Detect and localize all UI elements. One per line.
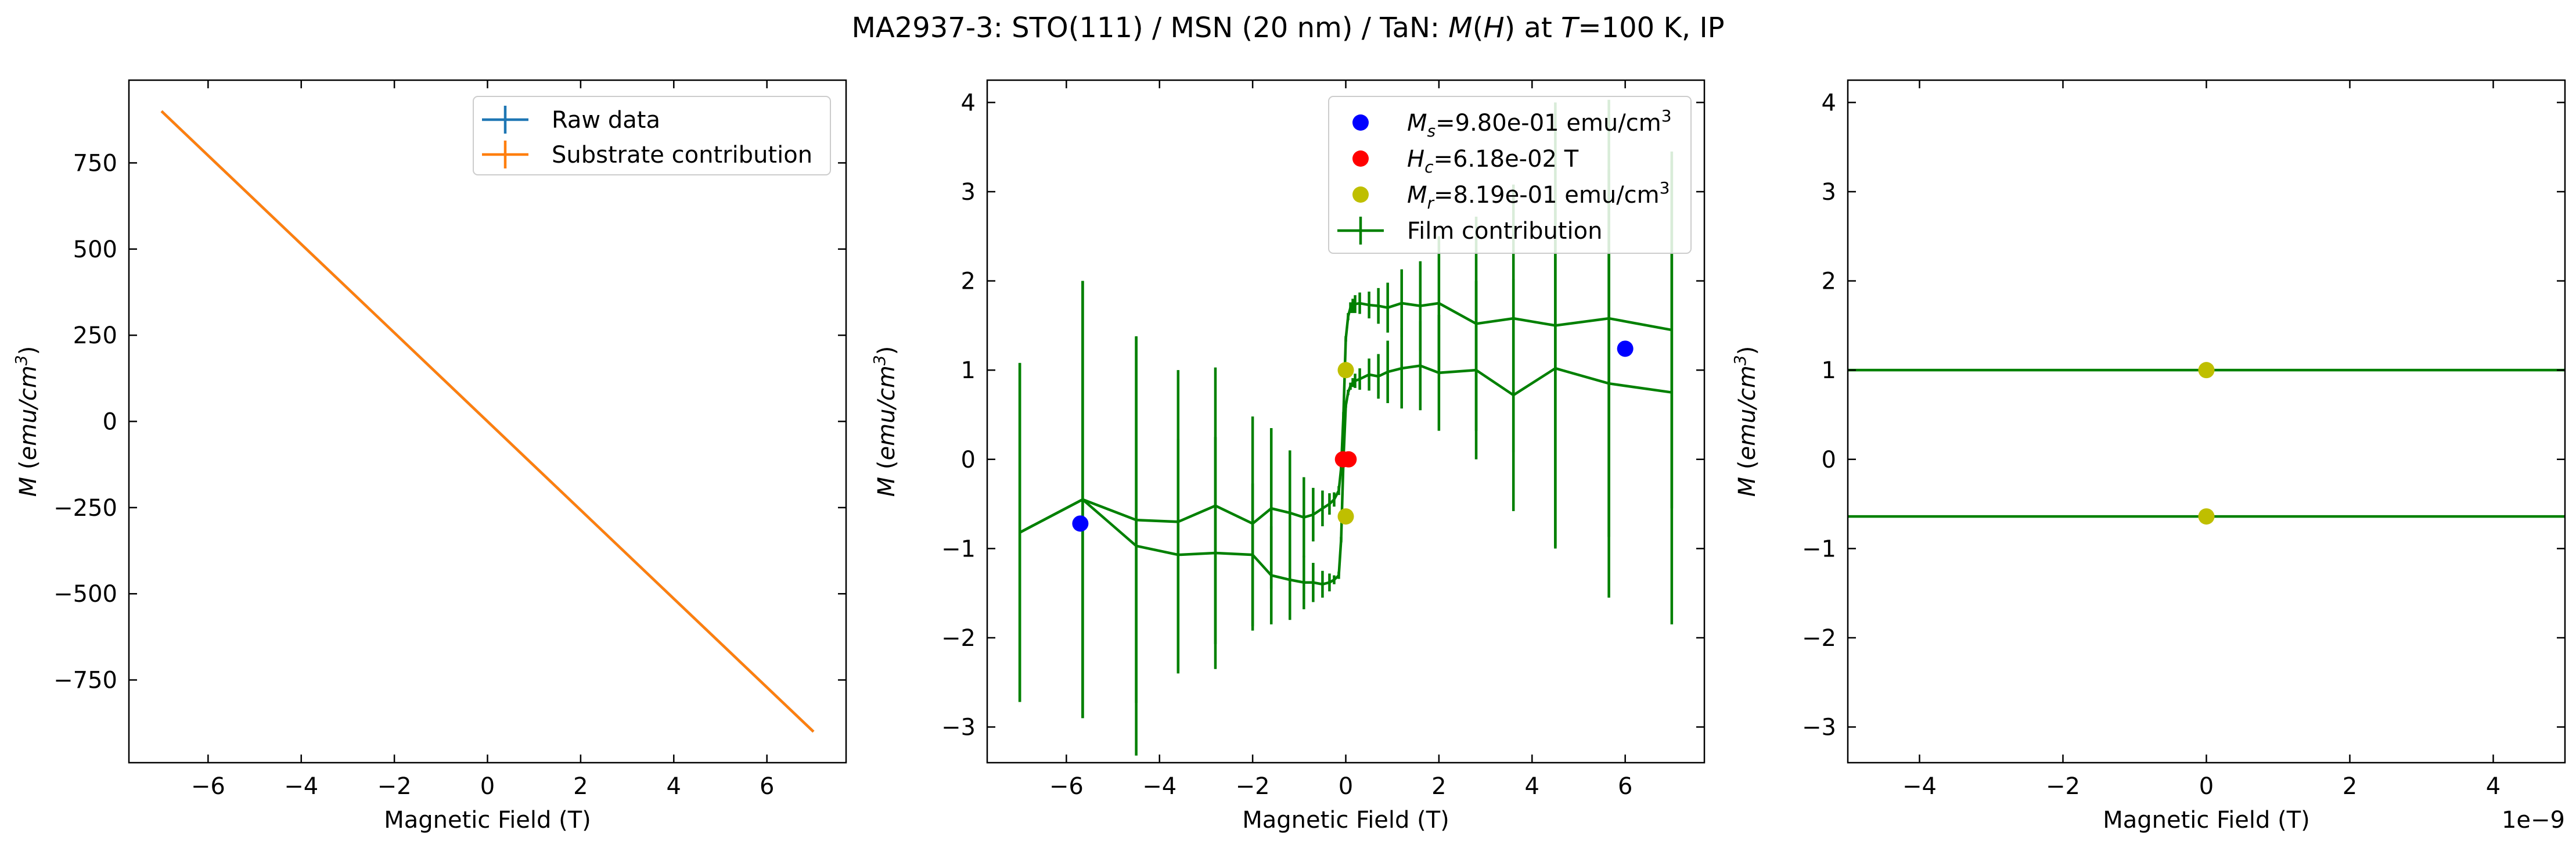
x-tick-label: 2 <box>2343 773 2357 800</box>
y-tick-label: −2 <box>1802 625 1836 652</box>
x-tick-label: 4 <box>2486 773 2501 800</box>
y-tick-label: 0 <box>961 447 976 473</box>
marker-mr <box>2198 362 2215 379</box>
y-tick-label: −2 <box>941 625 976 652</box>
x-tick-label: 0 <box>480 773 495 800</box>
legend-entry: Ms=9.80e-01 emu/cm3 <box>1407 106 1672 141</box>
legend-marker <box>1352 150 1369 167</box>
y-tick-label: −3 <box>1802 714 1836 741</box>
x-tick-label: −2 <box>1236 773 1270 800</box>
marker-mr <box>2198 508 2215 525</box>
x-tick-label: 0 <box>1339 773 1353 800</box>
x-tick-label: 2 <box>573 773 588 800</box>
y-tick-label: 2 <box>1822 268 1836 295</box>
x-tick-label: 4 <box>667 773 681 800</box>
legend-box <box>473 96 831 175</box>
y-tick-label: −750 <box>53 667 117 694</box>
legend-entry: Mr=8.19e-01 emu/cm3 <box>1407 178 1670 213</box>
x-tick-label: 4 <box>1525 773 1539 800</box>
x-tick-label: −2 <box>377 773 412 800</box>
x-tick-label: 6 <box>760 773 774 800</box>
plot-area <box>1018 99 1674 756</box>
y-tick-label: 500 <box>73 236 117 263</box>
y-tick-label: 4 <box>1822 89 1836 116</box>
x-offset-label: 1e−9 <box>2502 807 2565 834</box>
y-tick-label: −250 <box>53 495 117 522</box>
legend-entry: Substrate contribution <box>552 142 812 168</box>
marker-mr <box>1337 362 1354 379</box>
panel-substrate-subtraction: −6 −4 −2 0 2 4 6 −750 −500 −250 0 250 500 750 Magnetic… <box>12 79 847 834</box>
marker-mr <box>1337 508 1354 525</box>
marker-hc <box>1340 451 1357 468</box>
legend-entry: Raw data <box>552 107 660 134</box>
x-tick-label: 2 <box>1431 773 1446 800</box>
y-tick-label: 250 <box>73 322 117 349</box>
x-tick-label: −2 <box>2046 773 2080 800</box>
y-tick-label: 0 <box>103 409 117 436</box>
x-axis-label: Magnetic Field (T) <box>1242 807 1449 834</box>
x-tick-label: −4 <box>1902 773 1937 800</box>
y-tick-label: 2 <box>961 268 976 295</box>
x-tick-label: −4 <box>284 773 318 800</box>
y-tick-label: −500 <box>53 581 117 608</box>
y-tick-label: 750 <box>73 150 117 177</box>
figure-title: MA2937-3: STO(111) / MSN (20 nm) / TaN: … <box>851 12 1724 44</box>
x-tick-label: 0 <box>2199 773 2214 800</box>
y-tick-label: 3 <box>961 179 976 206</box>
plot-area <box>1848 362 2565 525</box>
series-line <box>160 110 815 733</box>
legend-entry: Hc=6.18e-02 T <box>1407 146 1579 177</box>
plot-area <box>160 110 815 733</box>
x-tick-label: 6 <box>1618 773 1632 800</box>
legend-marker <box>1352 114 1369 131</box>
legend-box <box>1328 96 1692 254</box>
legend-marker <box>1352 186 1369 203</box>
y-tick-label: 1 <box>961 357 976 384</box>
x-tick-label: −4 <box>1142 773 1177 800</box>
y-tick-label: 3 <box>1822 179 1836 206</box>
y-axis-label: M (emu/cm3) <box>1730 346 1761 497</box>
panel-film-hysteresis: −6 −4 −2 0 2 4 6 −3 −2 −1 0 1 2 3 4 Magnetic Field (T) M… <box>870 79 1706 834</box>
x-tick-label: −6 <box>1049 773 1084 800</box>
panel-remanence-zoom: −4 −2 0 2 4 −3 −2 −1 0 1 2 3 4 Magnetic Field (T) M (e… <box>1730 79 2566 834</box>
y-tick-label: −1 <box>1802 536 1836 562</box>
y-axis-label: M (emu/cm3) <box>870 346 900 497</box>
y-tick-label: 4 <box>961 89 976 116</box>
marker-ms <box>1072 515 1089 532</box>
y-tick-label: 1 <box>1822 357 1836 384</box>
y-tick-label: 0 <box>1822 447 1836 473</box>
marker-ms <box>1617 340 1634 357</box>
legend-entry: Film contribution <box>1407 218 1602 245</box>
y-axis-label: M (emu/cm3) <box>12 346 42 497</box>
x-axis-label: Magnetic Field (T) <box>2103 807 2310 834</box>
x-axis-label: Magnetic Field (T) <box>384 807 591 834</box>
y-tick-label: −1 <box>941 536 976 562</box>
y-tick-label: −3 <box>941 714 976 741</box>
x-tick-label: −6 <box>191 773 225 800</box>
